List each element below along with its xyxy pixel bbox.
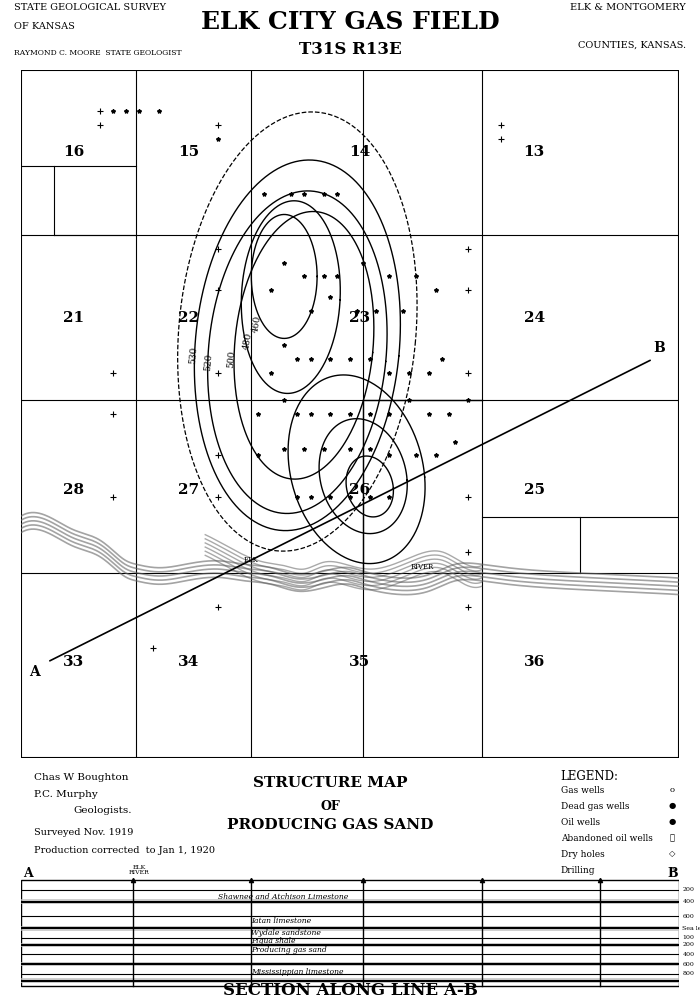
Text: Shawnee and Atchison Limestone: Shawnee and Atchison Limestone: [218, 893, 349, 901]
Text: 13: 13: [524, 146, 545, 160]
Text: 24: 24: [524, 310, 545, 324]
Text: Iatan limestone: Iatan limestone: [251, 917, 312, 925]
Text: ●: ●: [668, 818, 676, 826]
Text: Piqua shale: Piqua shale: [251, 937, 296, 945]
Text: 16: 16: [63, 146, 84, 160]
Text: Surveyed Nov. 1919: Surveyed Nov. 1919: [34, 828, 134, 837]
Text: 600: 600: [682, 961, 694, 967]
Text: Geologists.: Geologists.: [74, 806, 132, 815]
Text: ELK
RIVER: ELK RIVER: [129, 864, 150, 875]
Text: 600: 600: [682, 913, 694, 919]
Text: Oil wells: Oil wells: [561, 818, 600, 827]
Text: ELK & MONTGOMERY: ELK & MONTGOMERY: [570, 4, 686, 13]
Bar: [21, 926, 679, 930]
Text: STATE GEOLOGICAL SURVEY: STATE GEOLOGICAL SURVEY: [14, 4, 166, 13]
Text: RIVER: RIVER: [411, 563, 434, 571]
Text: Dry holes: Dry holes: [561, 850, 604, 859]
Text: 33: 33: [63, 655, 84, 669]
Text: 27: 27: [178, 483, 199, 497]
Text: 200: 200: [682, 887, 694, 892]
Text: Wydale sandstone: Wydale sandstone: [251, 929, 321, 937]
Text: 23: 23: [349, 310, 370, 324]
Text: 460: 460: [251, 315, 262, 333]
Text: OF KANSAS: OF KANSAS: [14, 22, 75, 31]
Text: PRODUCING GAS SAND: PRODUCING GAS SAND: [227, 818, 433, 832]
Text: STRUCTURE MAP: STRUCTURE MAP: [253, 776, 407, 790]
Text: 400: 400: [682, 899, 694, 904]
Text: 35: 35: [349, 655, 370, 669]
Text: ELK: ELK: [244, 556, 259, 564]
Bar: [21, 978, 679, 983]
Text: Drilling: Drilling: [561, 866, 595, 875]
Text: ●: ●: [668, 802, 676, 810]
Bar: [21, 942, 679, 947]
Text: Production corrected  to Jan 1, 1920: Production corrected to Jan 1, 1920: [34, 846, 215, 855]
Text: 14: 14: [349, 146, 370, 160]
Bar: [21, 880, 679, 986]
Text: 26: 26: [349, 483, 370, 497]
Text: P.C. Murphy: P.C. Murphy: [34, 790, 98, 799]
Text: Abandoned oil wells: Abandoned oil wells: [561, 834, 652, 843]
Text: ELK CITY GAS FIELD: ELK CITY GAS FIELD: [201, 11, 499, 35]
Text: 36: 36: [524, 655, 545, 669]
Text: SECTION ALONG LINE A-B: SECTION ALONG LINE A-B: [223, 982, 477, 998]
Text: LEGEND:: LEGEND:: [561, 770, 619, 783]
Text: OF: OF: [321, 800, 340, 813]
Text: 25: 25: [524, 483, 545, 497]
Text: Producing gas sand: Producing gas sand: [251, 946, 327, 954]
Text: T31S R13E: T31S R13E: [299, 41, 401, 58]
Text: 28: 28: [63, 483, 84, 497]
Text: ◇: ◇: [669, 850, 675, 858]
Text: 200: 200: [682, 942, 694, 947]
Text: ✕: ✕: [670, 834, 675, 842]
Text: RAYMOND C. MOORE  STATE GEOLOGIST: RAYMOND C. MOORE STATE GEOLOGIST: [14, 49, 181, 57]
Bar: [21, 899, 679, 904]
Text: 480: 480: [242, 332, 254, 350]
Text: B: B: [667, 867, 678, 880]
Text: Dead gas wells: Dead gas wells: [561, 802, 629, 811]
Text: 22: 22: [178, 310, 199, 324]
Text: 15: 15: [178, 146, 199, 160]
Text: 500: 500: [226, 350, 237, 368]
Text: Chas W Boughton: Chas W Boughton: [34, 773, 129, 782]
Text: 400: 400: [682, 952, 694, 957]
Bar: [21, 962, 679, 966]
Text: 100: 100: [682, 935, 694, 940]
Text: o: o: [670, 866, 675, 874]
Text: 21: 21: [63, 310, 84, 324]
Text: A: A: [22, 867, 32, 880]
Text: COUNTIES, KANSAS.: COUNTIES, KANSAS.: [578, 41, 686, 50]
Text: Mississippian limestone: Mississippian limestone: [251, 968, 344, 976]
Text: Gas wells: Gas wells: [561, 786, 604, 795]
Text: 800: 800: [682, 971, 694, 976]
Text: 530: 530: [188, 346, 199, 364]
Text: Sea level: Sea level: [682, 925, 700, 931]
Text: A: A: [29, 665, 39, 679]
Text: 34: 34: [178, 655, 199, 669]
Text: B: B: [653, 341, 665, 355]
Text: 520: 520: [203, 353, 214, 371]
Text: o: o: [670, 786, 675, 794]
